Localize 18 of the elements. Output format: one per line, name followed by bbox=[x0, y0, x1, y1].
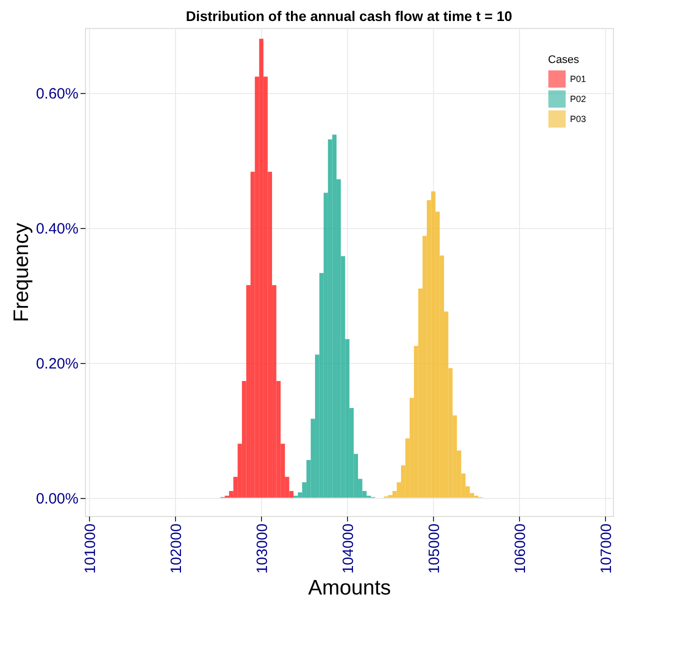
legend-label: P02 bbox=[570, 94, 586, 104]
x-tick-label: 105000 bbox=[426, 524, 443, 574]
x-tick-label: 106000 bbox=[512, 524, 529, 574]
x-tick-label: 104000 bbox=[340, 524, 357, 574]
y-tick-label: 0.20% bbox=[36, 355, 78, 372]
x-tick-label: 101000 bbox=[82, 524, 99, 574]
y-axis-title: Frequency bbox=[10, 222, 33, 322]
y-tick-label: 0.40% bbox=[36, 220, 78, 238]
x-tick-label: 107000 bbox=[598, 524, 615, 574]
x-axis-title: Amounts bbox=[308, 576, 391, 600]
y-tick-label: 0.00% bbox=[36, 490, 78, 508]
y-tick-label: 0.60% bbox=[36, 85, 78, 102]
chart-title: Distribution of the annual cash flow at time t = 10 bbox=[186, 8, 512, 24]
legend-title: Cases bbox=[548, 54, 580, 66]
x-tick-label: 102000 bbox=[168, 524, 185, 574]
legend-label: P03 bbox=[570, 114, 586, 124]
legend-label: P01 bbox=[570, 74, 586, 84]
x-tick-label: 103000 bbox=[254, 524, 271, 574]
